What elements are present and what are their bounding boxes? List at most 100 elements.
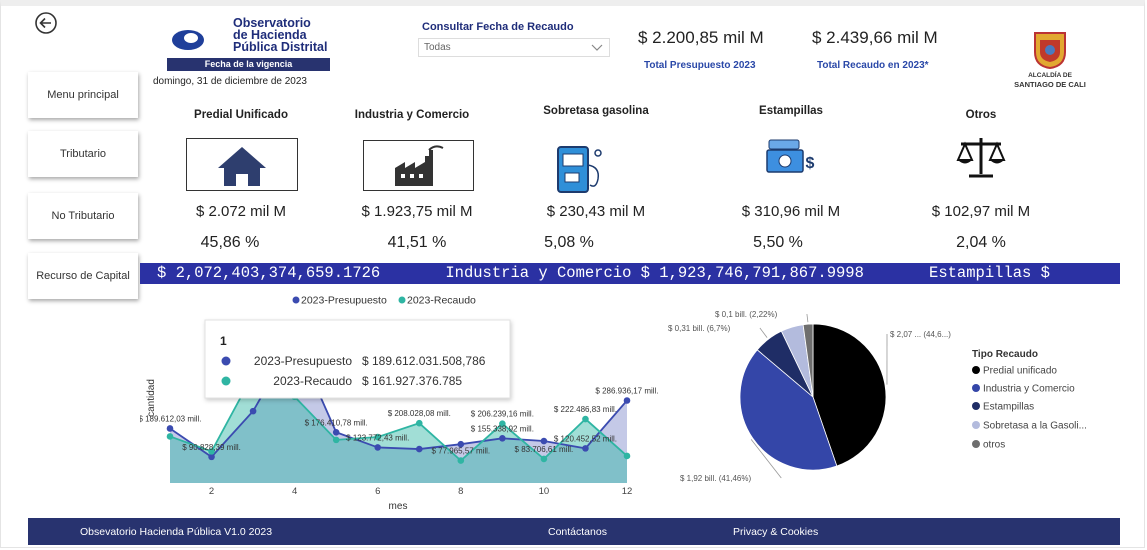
card-amount: $ 2.072 mil M [195,203,287,220]
point [166,433,174,440]
legend-label: Predial unificado [983,366,1057,377]
logo-text: Pública Distrital [233,40,328,54]
tooltip-dot [221,356,231,366]
logo-icon [172,30,204,50]
back-button[interactable] [33,10,59,36]
logo-text: Observatorio [233,16,311,30]
point [499,420,506,428]
card-amount: $ 102,97 mil M [931,203,1031,220]
legend-label: Estampillas [983,402,1034,413]
legend-dot [972,421,980,429]
line [169,336,628,459]
pie-slice [802,323,814,398]
legend-dot [292,296,300,304]
legend-dot [972,440,980,448]
footer-text: Obsevatorio Hacienda Pública V1.0 2023 [80,526,273,538]
city-name: SANTIAGO DE CALI [1014,80,1086,89]
point [540,455,548,463]
point [499,435,506,442]
pie-label: $ 1,92 bill. (41,46%) [680,474,751,483]
point [208,448,215,455]
x-tick-label: 6 [375,486,380,497]
money-icon: $ [766,139,815,173]
leader-line [759,327,768,338]
legend-label: Sobretasa a la Gasoli... [983,421,1087,432]
legend-dot [972,384,980,392]
tooltip-title: 1 [220,334,227,348]
tooltip-value: $ 161.927.376.785 [362,374,462,388]
ticker: $ 2,072,403,374,659.1726 Industria y Com… [140,263,1120,284]
pie-slice [739,349,838,471]
data-label: $ 206.239,16 mill. [471,410,534,419]
tooltip-name: 2023-Recaudo [273,374,352,388]
point [582,415,589,423]
pie-slice [812,323,887,467]
tooltip-dot [221,376,231,386]
x-tick-label: 2 [209,486,214,497]
data-label: $ 90.828,39 mill. [182,443,241,452]
x-tick-label: 12 [622,486,633,497]
total-label: Total Recaudo en 2023* [817,60,929,71]
date: domingo, 31 de diciembre de 2023 [153,76,307,87]
ticker-text: $ 2,072,403,374,659.1726 Industria y Com… [157,264,1050,282]
nav-button[interactable]: No Tributario [28,193,138,239]
data-label: $ 120.452,52 mill. [554,434,617,443]
legend-label: 2023-Recaudo [407,295,476,307]
point [332,428,340,436]
card-amount: $ 230,43 mil M [546,203,646,220]
total-value: $ 2.439,66 mil M [812,28,938,47]
footer-link[interactable]: Contáctanos [548,526,607,538]
pie-label: $ 0,1 bill. (2,22%) [715,310,778,319]
x-axis-label: mes [389,501,408,512]
data-label: $ 208.028,08 mill. [388,409,451,418]
data-label: $ 286.936,17 mill. [595,387,658,396]
point [374,433,382,441]
footer-link[interactable]: Privacy & Cookies [733,526,819,538]
data-label: $ 176.410,78 mill. [305,418,368,427]
scales-icon [956,138,1006,178]
card-title: Sobretasa gasolina [543,105,649,117]
line-chart: 2023-Presupuesto 2023-Recaudo $ 189.612,03… [140,295,659,513]
footer: Obsevatorio Hacienda Pública V1.0 2023 C… [28,518,1120,545]
legend-dot [972,366,980,374]
card-share: 2,04 % [956,234,1006,251]
total-value: $ 2.200,85 mil M [638,28,764,47]
svg-text:$: $ [806,155,815,172]
house-icon [186,138,298,191]
point [623,452,631,460]
chevron [591,44,603,51]
data-label: $ 189.612,03 mill. [140,414,202,423]
point [374,444,382,451]
filter-value: Todas [424,42,451,53]
legend-title: Tipo Recaudo [972,349,1038,360]
pie-label: $ 2,07 ... (44,6...) [890,330,951,339]
pump-icon [557,146,602,193]
point [415,445,423,453]
nav-button[interactable]: Menu principal [28,72,138,118]
legend-dot [972,402,980,410]
data-label: $ 222.486,83 mill. [554,405,617,414]
point [415,419,423,427]
nav-button[interactable]: Tributario [28,131,138,177]
card-share: 5,08 % [544,234,594,251]
area [170,374,627,483]
tooltip-name: 2023-Presupuesto [254,354,352,368]
leader-line [806,313,809,323]
logo-text: de Hacienda [233,28,307,42]
card-amount: $ 1.923,75 mil M [361,203,473,220]
data-label: $ 83.706,61 mill. [515,445,574,454]
leader-line [750,439,782,479]
legend-label: Industria y Comercio [983,384,1075,395]
x-tick-label: 8 [458,486,463,497]
point [540,437,548,445]
nav-button[interactable]: Recurso de Capital [28,253,138,299]
point [249,407,257,415]
card-title: Industria y Comercio [354,109,470,121]
tooltip-value: $ 189.612.031.508,786 [362,354,486,368]
factory-icon [363,140,474,191]
card-title: Estampillas [759,105,823,117]
filter-dropdown[interactable]: Todas [418,38,610,57]
pie-label: $ 0,31 bill. (6,7%) [668,324,731,333]
card-share: 41,51 % [387,234,447,251]
